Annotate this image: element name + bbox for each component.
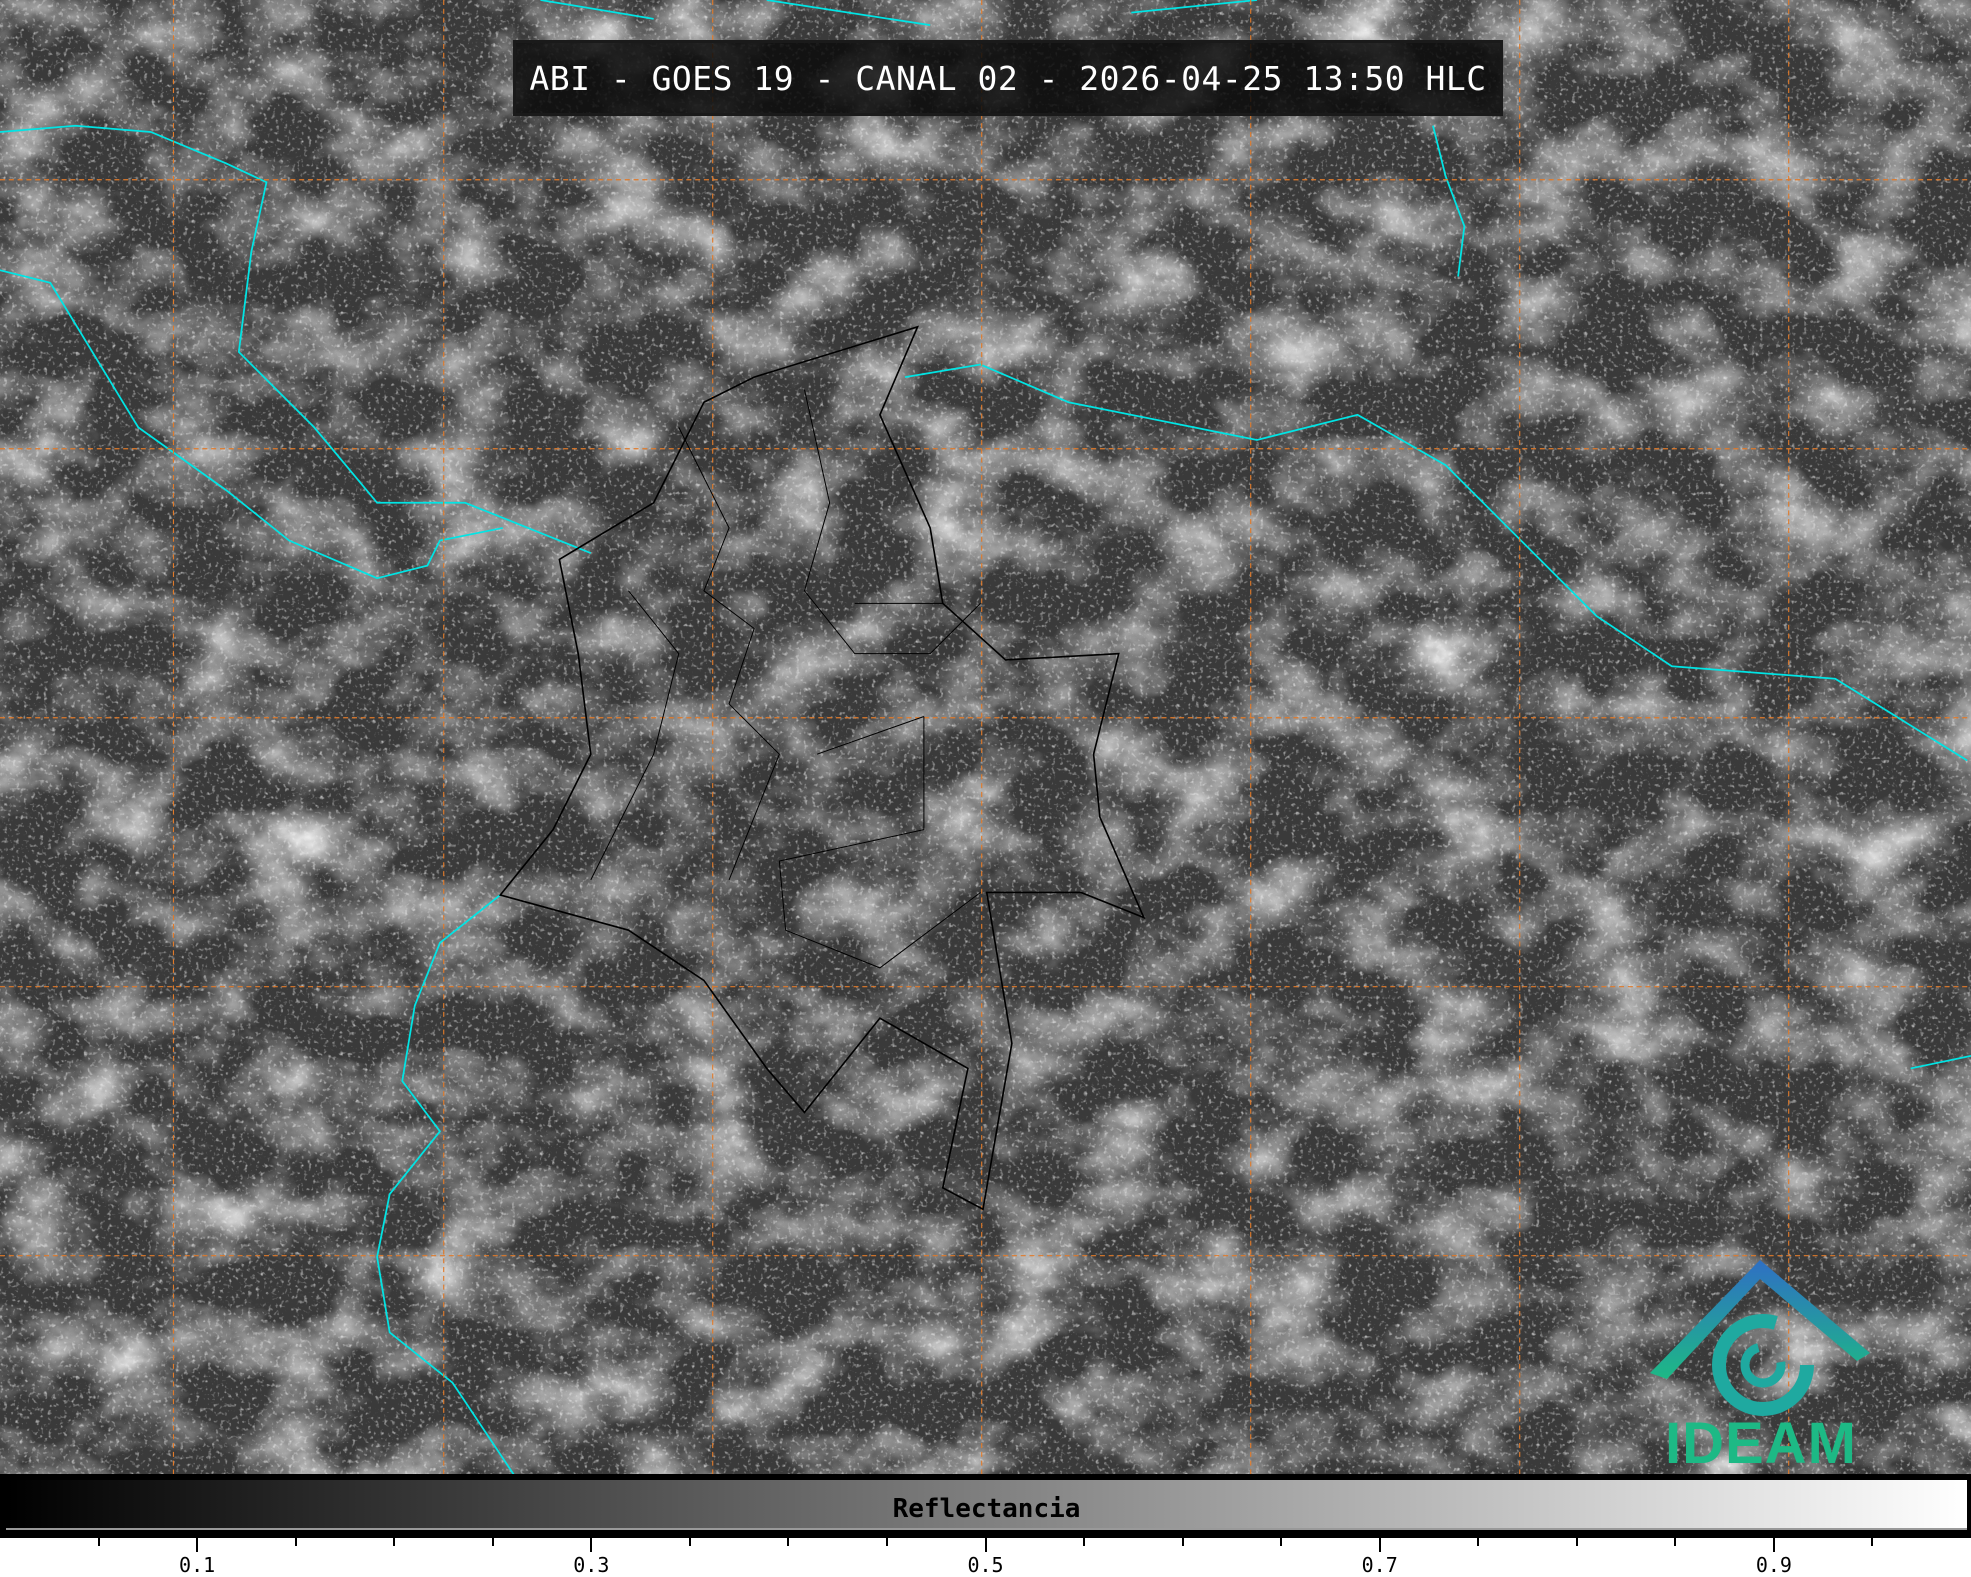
- colorbar-gradient: Reflectancia: [6, 1480, 1967, 1530]
- colorbar-tick-label: 0.7: [1361, 1553, 1398, 1577]
- colorbar-tick-label: 0.9: [1755, 1553, 1792, 1577]
- colorbar-major-tick: [1378, 1538, 1381, 1552]
- colorbar-minor-tick: [1674, 1538, 1677, 1546]
- colorbar-major-tick: [1772, 1538, 1775, 1552]
- colorbar-major-tick: [590, 1538, 593, 1552]
- department-borders: [590, 389, 981, 969]
- cloud-cover: [0, 0, 1971, 1477]
- coastline-islands: [540, 0, 1971, 1070]
- colorbar-tick-label: 0.1: [179, 1553, 216, 1577]
- gridlines: [0, 0, 1971, 1477]
- colorbar-minor-tick: [491, 1538, 494, 1546]
- colorbar-major-tick: [984, 1538, 987, 1552]
- logo-graphic: [1650, 1260, 1870, 1416]
- coastline-central-america-north: [0, 124, 592, 554]
- coastline-pacific-south-america: [376, 894, 517, 1477]
- colorbar-tick-label: 0.5: [967, 1553, 1004, 1577]
- colorbar-minor-tick: [787, 1538, 790, 1546]
- colorbar-minor-tick: [393, 1538, 396, 1546]
- logo-spiral-icon: [1712, 1314, 1814, 1416]
- satellite-image-map: [0, 0, 1971, 1477]
- ideam-logo: IDEAM: [1665, 1411, 1857, 1476]
- colorbar-minor-tick: [1871, 1538, 1874, 1546]
- colorbar-minor-tick: [688, 1538, 691, 1546]
- colorbar-minor-tick: [294, 1538, 297, 1546]
- coastlines: [0, 0, 1971, 1477]
- colorbar: Reflectancia: [0, 1474, 1971, 1538]
- title-banner: ABI - GOES 19 - CANAL 02 - 2026-04-25 13…: [513, 40, 1503, 116]
- coastline-central-america-pacific: [0, 269, 503, 580]
- colorbar-major-tick: [196, 1538, 199, 1552]
- colorbar-label: Reflectancia: [892, 1494, 1081, 1524]
- logo-roof-icon: [1650, 1260, 1870, 1379]
- colorbar-minor-tick: [1181, 1538, 1184, 1546]
- image-title: ABI - GOES 19 - CANAL 02 - 2026-04-25 13…: [529, 58, 1487, 98]
- coastline-caribbean-south-america: [904, 363, 1968, 762]
- colorbar-minor-tick: [1477, 1538, 1480, 1546]
- colorbar-minor-tick: [1575, 1538, 1578, 1546]
- colorbar-minor-tick: [1280, 1538, 1283, 1546]
- colorbar-minor-tick: [97, 1538, 100, 1546]
- colorbar-minor-tick: [1083, 1538, 1086, 1546]
- colorbar-tick-label: 0.3: [573, 1553, 610, 1577]
- colorbar-minor-tick: [885, 1538, 888, 1546]
- colorbar-axis: 0.1 0.3 0.5 0.7 0.9: [0, 1538, 1971, 1577]
- colombia-border: [498, 325, 1146, 1211]
